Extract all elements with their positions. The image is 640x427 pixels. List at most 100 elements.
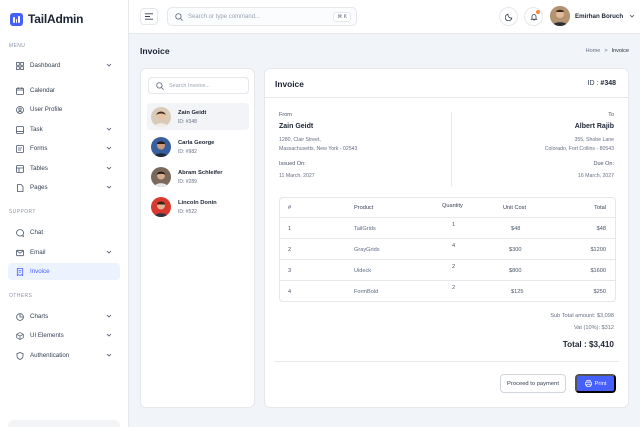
table-cell-unit-cost: $125	[511, 289, 524, 295]
table-cell-product: FormBold	[354, 289, 379, 295]
breadcrumb-separator: >	[604, 48, 608, 54]
avatar	[151, 167, 171, 187]
invoice-search-input[interactable]: Search Invoice...	[169, 83, 210, 89]
table-cell-total: $250	[593, 289, 606, 295]
user-avatar[interactable]	[550, 6, 570, 26]
table-cell-quantity: 2	[452, 264, 456, 270]
calendar-icon	[15, 86, 24, 95]
invoice-search[interactable]: Search Invoice...	[148, 77, 249, 94]
shield-icon	[15, 351, 24, 360]
sidebar-item-charts[interactable]: Charts	[8, 308, 120, 325]
global-search[interactable]: Search or type command... ⌘ K	[167, 7, 357, 26]
sidebar-item-label: User Profile	[30, 106, 63, 113]
sidebar-item-label: Tables	[30, 165, 48, 172]
to-name: Albert Rajib	[574, 123, 614, 130]
chevron-down-icon	[106, 146, 112, 150]
sidebar-item-invoice[interactable]: Invoice	[8, 263, 120, 280]
table-cell-product: TailGrids	[354, 226, 376, 232]
sidebar-item-label: UI Elements	[30, 332, 64, 339]
avatar	[151, 137, 171, 157]
invoice-id-label: ID :	[587, 80, 599, 87]
sidebar-item-authentication[interactable]: Authentication	[8, 347, 120, 364]
sidebar-item-calendar[interactable]: Calendar	[8, 82, 120, 99]
sidebar-toggle-button[interactable]	[140, 8, 158, 25]
sidebar-item-chat[interactable]: Chat	[8, 224, 120, 241]
from-address-line1: 1280, Clair Street,	[279, 137, 321, 143]
breadcrumb-home[interactable]: Home	[585, 48, 601, 54]
search-input[interactable]: Search or type command...	[188, 14, 261, 20]
breadcrumb-current: Invoice	[611, 48, 629, 54]
customer-name: Carla George	[178, 140, 215, 146]
moon-icon	[504, 13, 512, 21]
sidebar-item-label: Calendar	[30, 87, 56, 94]
customer-invoice-id: ID: #289	[178, 179, 197, 185]
list-item[interactable]: Lincoln Donin ID: #522	[147, 193, 249, 220]
chevron-down-icon	[106, 333, 112, 337]
table-cell-num: 4	[288, 289, 292, 295]
table-cell-num: 2	[288, 247, 292, 253]
list-item[interactable]: Carla George ID: #982	[147, 133, 249, 160]
chevron-down-icon	[106, 185, 112, 189]
sidebar-item-label: Dashboard	[30, 62, 61, 69]
forms-icon	[15, 144, 24, 153]
sidebar-item-label: Forms	[30, 145, 48, 152]
sidebar-item-label: Pages	[30, 184, 48, 191]
brand-name: TailAdmin	[28, 12, 84, 26]
issued-on-date: 11 March, 2027	[279, 173, 315, 179]
column-header-total: Total	[594, 205, 606, 211]
chevron-down-icon	[106, 250, 112, 254]
table-cell-total: $48	[596, 226, 606, 232]
grand-total: Total : $3,410	[562, 340, 614, 349]
customer-invoice-id: ID: #982	[178, 149, 197, 155]
sidebar-item-label: Charts	[30, 313, 49, 320]
printer-icon	[584, 380, 592, 387]
sidebar-item-ui-elements[interactable]: UI Elements	[8, 327, 120, 344]
table-cell-quantity: 1	[452, 222, 456, 228]
top-header: Search or type command... ⌘ K Emirhan Bo…	[129, 0, 640, 34]
chevron-down-icon[interactable]	[629, 13, 635, 19]
invoice-detail-panel: Invoice ID : #348 From Zain Geidt 1280, …	[264, 68, 629, 408]
mail-icon	[15, 248, 24, 257]
logo-icon	[10, 12, 23, 26]
sidebar-item-dashboard[interactable]: Dashboard	[8, 57, 120, 74]
bell-icon	[529, 13, 538, 20]
invoice-title: Invoice	[275, 79, 304, 89]
proceed-to-payment-button[interactable]: Proceed to payment	[500, 374, 566, 393]
user-circle-icon	[15, 105, 24, 114]
sidebar-item-pages[interactable]: Pages	[8, 179, 120, 196]
breadcrumb: Home > Invoice	[586, 48, 629, 54]
due-on-date: 16 March, 2027	[577, 173, 614, 179]
table-cell-num: 1	[288, 226, 292, 232]
brand-logo[interactable]: TailAdmin	[10, 12, 84, 26]
sidebar-item-label: Task	[30, 126, 43, 133]
sidebar-item-forms[interactable]: Forms	[8, 140, 120, 157]
customer-name: Zain Geidt	[178, 110, 207, 116]
chevron-down-icon	[106, 127, 112, 131]
chevron-down-icon	[106, 353, 112, 357]
sidebar-item-task[interactable]: Task	[8, 121, 120, 138]
column-header-quantity: Quantity	[442, 203, 463, 209]
sidebar-item-user-profile[interactable]: User Profile	[8, 101, 120, 118]
pages-icon	[15, 183, 24, 192]
theme-toggle-button[interactable]	[499, 7, 518, 26]
hamburger-icon	[145, 13, 153, 20]
customer-name: Abram Schleifer	[178, 170, 223, 176]
invoice-id: ID : #348	[588, 80, 616, 87]
page-title: Invoice	[140, 46, 170, 56]
chevron-down-icon	[106, 166, 112, 170]
sidebar-item-email[interactable]: Email	[8, 244, 120, 261]
list-item[interactable]: Abram Schleifer ID: #289	[147, 163, 249, 190]
sidebar: TailAdmin MENU Dashboard Calendar User P…	[0, 0, 129, 427]
invoice-items-table: # Product Quantity Unit Cost Total 1 Tai…	[279, 197, 616, 302]
footer-divider	[275, 361, 619, 362]
print-button[interactable]: Print	[575, 374, 616, 393]
due-on-label: Due On:	[593, 161, 614, 167]
user-name[interactable]: Emirhan Boruch	[575, 13, 624, 20]
avatar	[151, 107, 171, 127]
grid-icon	[15, 61, 24, 70]
sidebar-item-tables[interactable]: Tables	[8, 160, 120, 177]
search-icon	[175, 13, 183, 21]
notifications-button[interactable]	[524, 7, 543, 26]
list-item[interactable]: Zain Geidt ID: #348	[147, 103, 249, 130]
invoice-id-value: #348	[600, 80, 616, 87]
